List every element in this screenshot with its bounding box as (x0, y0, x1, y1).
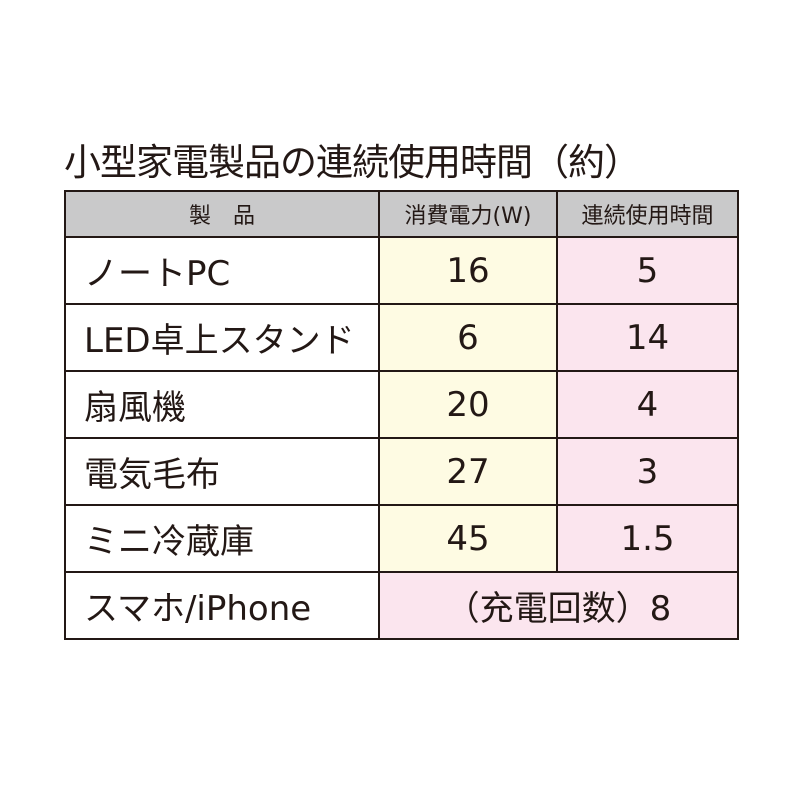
header-product: 製 品 (64, 190, 380, 238)
charge-count-cell: （充電回数）8 (378, 571, 739, 640)
product-name: スマホ/iPhone (64, 571, 380, 640)
product-name: ノートPC (64, 236, 380, 305)
table-row: 扇風機 20 4 (64, 370, 739, 439)
product-name: ミニ冷蔵庫 (64, 504, 380, 573)
product-name: 電気毛布 (64, 437, 380, 506)
watts-cell: 16 (378, 236, 558, 305)
hours-cell: 4 (556, 370, 739, 439)
header-hours: 連続使用時間 (556, 190, 739, 238)
product-name: LED卓上スタンド (64, 303, 380, 372)
product-name: 扇風機 (64, 370, 380, 439)
watts-cell: 20 (378, 370, 558, 439)
page-title: 小型家電製品の連続使用時間（約） (64, 141, 641, 184)
table-row: 電気毛布 27 3 (64, 437, 739, 506)
table-row: ミニ冷蔵庫 45 1.5 (64, 504, 739, 573)
table-row: LED卓上スタンド 6 14 (64, 303, 739, 372)
hours-cell: 1.5 (556, 504, 739, 573)
table-row: スマホ/iPhone （充電回数）8 (64, 571, 739, 640)
hours-cell: 5 (556, 236, 739, 305)
usage-table: 製 品 消費電力(W) 連続使用時間 ノートPC 16 5 LED卓上スタンド … (64, 190, 739, 640)
watts-cell: 6 (378, 303, 558, 372)
header-watts: 消費電力(W) (378, 190, 558, 238)
watts-cell: 27 (378, 437, 558, 506)
hours-cell: 3 (556, 437, 739, 506)
table-row: ノートPC 16 5 (64, 236, 739, 305)
hours-cell: 14 (556, 303, 739, 372)
watts-cell: 45 (378, 504, 558, 573)
header-row: 製 品 消費電力(W) 連続使用時間 (64, 190, 739, 238)
